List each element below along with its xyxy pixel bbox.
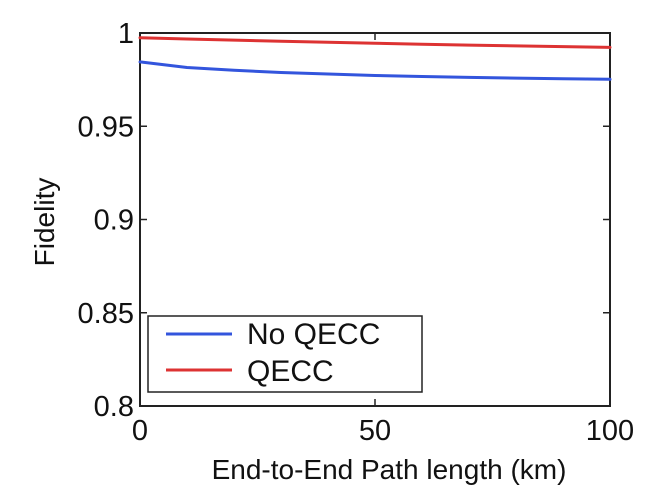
series-line-qecc: [138, 36, 612, 49]
x-tick-label: 100: [586, 415, 634, 447]
x-axis: 0 50 100: [132, 33, 634, 447]
y-tick-label: 1: [118, 18, 134, 50]
x-tick-label: 50: [359, 415, 391, 447]
y-axis-label: Fidelity: [29, 178, 60, 267]
legend-box: [147, 315, 423, 393]
y-tick-label: 0.9: [94, 205, 134, 237]
series-line-no-qecc: [138, 60, 612, 81]
legend: No QECC QECC: [147, 315, 423, 393]
legend-label-no-qecc: No QECC: [247, 318, 380, 351]
y-tick-label: 0.8: [94, 391, 134, 423]
y-tick-label: 0.95: [78, 111, 134, 143]
legend-label-qecc: QECC: [247, 355, 334, 388]
series-lines: [138, 36, 612, 81]
x-tick-label: 0: [132, 415, 148, 447]
y-axis: 0.8 0.85 0.9 0.95 1: [78, 18, 610, 423]
x-axis-label: End-to-End Path length (km): [212, 454, 567, 485]
y-tick-label: 0.85: [78, 298, 134, 330]
